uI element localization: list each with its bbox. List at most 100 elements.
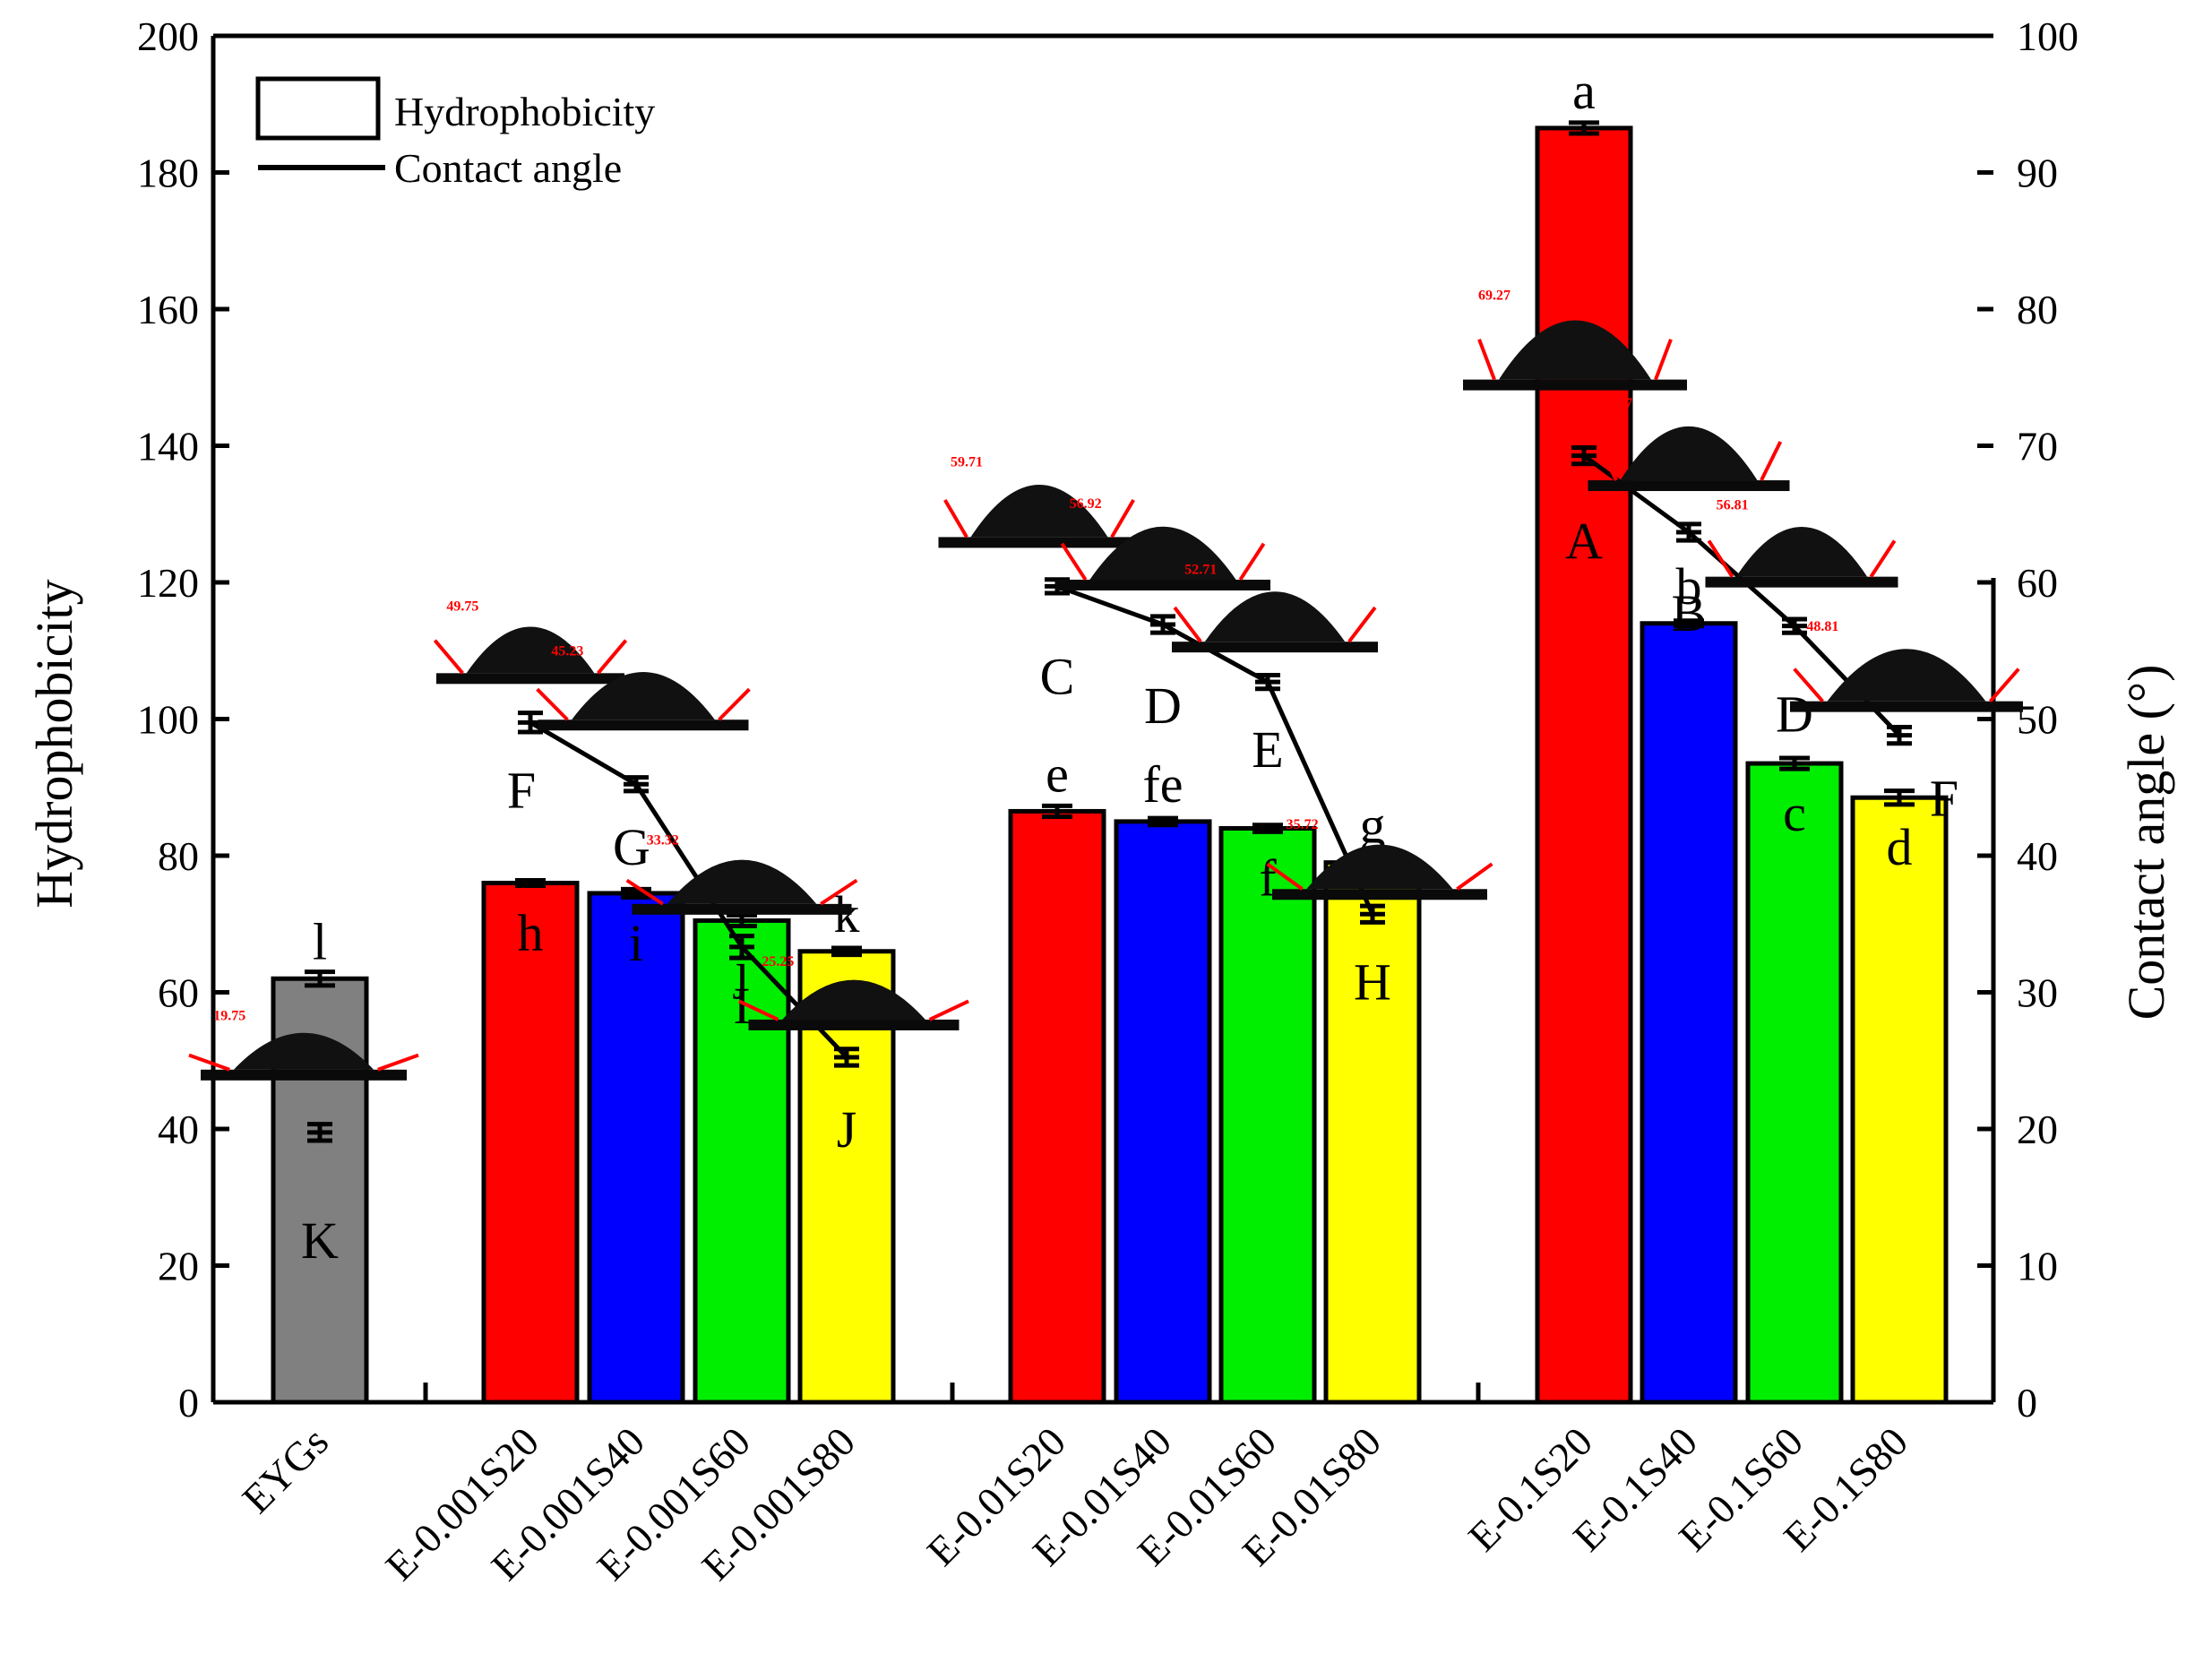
y-tick-label: 60 bbox=[158, 970, 199, 1016]
bar-significance-letter: a bbox=[1572, 62, 1596, 120]
bar-error-bar bbox=[305, 969, 335, 988]
contact-angle-point bbox=[307, 1122, 332, 1143]
contact-angle-letter: K bbox=[301, 1211, 339, 1270]
svg-text:33.32: 33.32 bbox=[647, 832, 679, 848]
contact-angle-point bbox=[1360, 903, 1385, 925]
y2-tick-label: 60 bbox=[2017, 560, 2058, 606]
contact-angle-point bbox=[1676, 521, 1701, 543]
contact-angle-droplet: 63.67 bbox=[1588, 396, 1790, 492]
contact-angle-droplet: 49.75 bbox=[433, 599, 628, 685]
legend: Hydrophobicity Contact angle bbox=[255, 76, 655, 191]
contact-angle-letter: F bbox=[507, 761, 536, 819]
bar-significance-letter: e bbox=[1046, 745, 1069, 803]
contact-angle-letter: H bbox=[1354, 952, 1391, 1011]
y-tick-label: 20 bbox=[158, 1244, 199, 1289]
contact-angle-point bbox=[1255, 673, 1280, 692]
y-tick-label: 120 bbox=[137, 560, 199, 606]
bar bbox=[1745, 761, 1844, 1405]
contact-angle-letter: I bbox=[733, 977, 750, 1035]
contact-angle-droplet: 56.92 bbox=[1055, 496, 1270, 590]
x-category-label: EYGs bbox=[233, 1418, 337, 1522]
contact-angle-letter: C bbox=[1040, 647, 1075, 705]
svg-text:49.75: 49.75 bbox=[446, 599, 478, 614]
contact-angle-line bbox=[1056, 584, 1375, 916]
svg-text:69.27: 69.27 bbox=[1478, 288, 1511, 303]
y-tick-label: 40 bbox=[158, 1107, 199, 1152]
y-tick-label: 0 bbox=[178, 1380, 199, 1426]
svg-text:56.92: 56.92 bbox=[1070, 496, 1102, 512]
contact-angle-droplet: 45.23 bbox=[536, 643, 751, 731]
bar-significance-letter: l bbox=[313, 912, 327, 970]
contact-angle-point bbox=[1571, 444, 1597, 467]
svg-text:59.71: 59.71 bbox=[951, 455, 983, 470]
contact-angle-point bbox=[518, 711, 543, 735]
contact-angle-droplet: 48.81 bbox=[1790, 619, 2023, 712]
y2-tick-label: 80 bbox=[2017, 287, 2058, 332]
svg-text:63.67: 63.67 bbox=[1600, 396, 1632, 411]
bar bbox=[1008, 808, 1106, 1405]
bar bbox=[1850, 795, 1949, 1405]
contact-angle-letter: E bbox=[1252, 720, 1283, 779]
bar bbox=[1218, 826, 1317, 1405]
y2-tick-label: 100 bbox=[2017, 13, 2079, 59]
y-axis-title: Hydrophobicity bbox=[25, 579, 83, 908]
bar bbox=[1114, 819, 1212, 1405]
y-tick-label: 140 bbox=[137, 424, 199, 470]
bar-significance-letter: h bbox=[518, 904, 544, 962]
contact-angle-droplet: 33.32 bbox=[625, 832, 858, 915]
bar-significance-letter: i bbox=[629, 914, 643, 972]
svg-text:45.23: 45.23 bbox=[551, 643, 583, 659]
bar bbox=[1535, 125, 1633, 1405]
svg-text:19.75: 19.75 bbox=[213, 1008, 245, 1023]
contact-angle-letter: D bbox=[1144, 676, 1182, 735]
y2-tick-label: 90 bbox=[2017, 151, 2058, 196]
bar bbox=[1640, 621, 1738, 1405]
y2-tick-label: 70 bbox=[2017, 424, 2058, 470]
contact-angle-point bbox=[834, 1047, 859, 1068]
svg-text:56.81: 56.81 bbox=[1717, 498, 1749, 513]
contact-angle-letter: D bbox=[1776, 685, 1813, 744]
bar bbox=[1323, 860, 1422, 1405]
svg-text:52.71: 52.71 bbox=[1184, 563, 1217, 578]
contact-angle-line bbox=[529, 720, 848, 1059]
y2-tick-label: 20 bbox=[2017, 1107, 2058, 1152]
bar-significance-letter: c bbox=[1783, 784, 1806, 842]
y-tick-label: 100 bbox=[137, 697, 199, 743]
contact-angle-letter: G bbox=[613, 818, 650, 876]
contact-angle-point bbox=[729, 934, 754, 961]
y-tick-label: 80 bbox=[158, 833, 199, 879]
contact-angle-letter: J bbox=[837, 1100, 857, 1159]
legend-bar-swatch bbox=[255, 76, 381, 141]
svg-text:35.72: 35.72 bbox=[1287, 817, 1319, 832]
bar-error-bar bbox=[621, 886, 651, 900]
y-tick-label: 180 bbox=[137, 151, 199, 196]
contact-angle-droplet: 59.71 bbox=[938, 455, 1140, 548]
bar-error-bar bbox=[1569, 120, 1599, 136]
bar-error-bar bbox=[1042, 803, 1072, 820]
bar-error-bar bbox=[1884, 788, 1915, 807]
svg-text:48.81: 48.81 bbox=[1806, 619, 1838, 634]
bar-significance-letter: b bbox=[1676, 557, 1702, 616]
legend-line-label: Contact angle bbox=[394, 145, 622, 191]
contact-angle-droplet: 69.27 bbox=[1463, 288, 1687, 391]
bar-error-bar bbox=[1779, 755, 1810, 771]
y2-tick-label: 40 bbox=[2017, 833, 2058, 879]
contact-angle-point bbox=[624, 775, 649, 794]
contact-angle-point bbox=[1150, 614, 1175, 635]
bar-error-bar bbox=[1252, 823, 1283, 834]
svg-text:25.25: 25.25 bbox=[762, 954, 794, 969]
bar-error-bar bbox=[1674, 618, 1704, 629]
contact-angle-droplet: 25.25 bbox=[738, 954, 969, 1030]
contact-angle-droplet: 35.72 bbox=[1266, 817, 1493, 900]
bar-significance-letter: fe bbox=[1142, 755, 1183, 814]
bar-error-bar bbox=[831, 945, 862, 958]
bar bbox=[587, 891, 685, 1405]
contact-angle-droplet: 56.81 bbox=[1705, 498, 1898, 588]
contact-angle-droplet: 19.75 bbox=[188, 1008, 419, 1081]
contact-angle-droplet: 52.71 bbox=[1172, 563, 1378, 653]
y2-tick-label: 30 bbox=[2017, 970, 2058, 1016]
y2-tick-label: 50 bbox=[2017, 697, 2058, 743]
y2-tick-label: 10 bbox=[2017, 1244, 2058, 1289]
bar-error-bar bbox=[1148, 815, 1178, 828]
